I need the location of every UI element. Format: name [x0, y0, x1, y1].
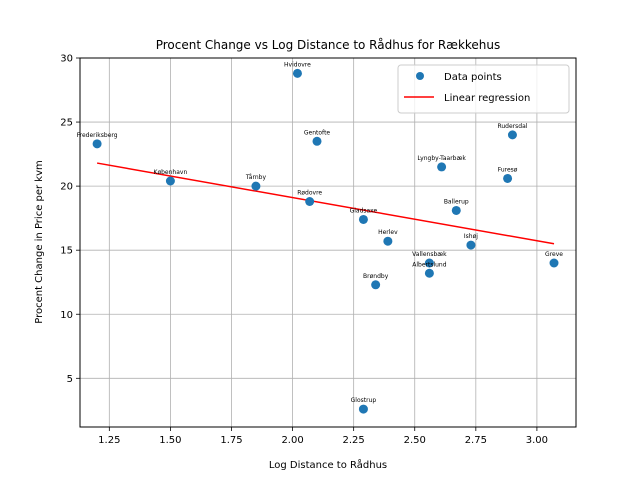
- point-label: Vallensbæk: [412, 251, 447, 258]
- legend-box: [397, 64, 570, 114]
- x-tick-label: 1.50: [159, 435, 181, 446]
- regression-group: [96, 162, 555, 245]
- x-axis-label: Log Distance to Rådhus: [269, 458, 387, 471]
- point-label: Hvidovre: [284, 61, 311, 68]
- y-tick-label: 10: [60, 310, 73, 321]
- point-label: Lyngby-Taarbæk: [417, 155, 466, 162]
- point-label: Glostrup: [351, 397, 377, 404]
- data-point: [383, 236, 393, 246]
- data-point: [165, 176, 175, 186]
- data-point: [503, 173, 513, 183]
- x-tick-label: 2.25: [343, 435, 365, 446]
- point-label: Tårnby: [245, 174, 267, 181]
- y-tick-label: 20: [60, 182, 73, 193]
- data-point: [358, 404, 368, 414]
- data-point: [424, 268, 434, 278]
- x-tick-label: 2.00: [281, 435, 303, 446]
- y-axis-label: Procent Change in Price per kvm: [34, 160, 45, 324]
- data-point: [451, 205, 461, 215]
- point-labels: Frederiksberg København Tårnby Hvidovre Gent…: [77, 61, 564, 404]
- regression-line: [96, 162, 555, 245]
- x-tick-label: 2.50: [404, 435, 426, 446]
- data-point: [437, 162, 447, 172]
- x-tick-label: 2.75: [465, 435, 487, 446]
- data-point: [92, 139, 102, 149]
- data-points: [92, 68, 559, 414]
- point-label: Gladsaxe: [350, 207, 378, 214]
- point-label: Albertslund: [412, 261, 446, 268]
- x-tick-label: 3.00: [526, 435, 548, 446]
- point-label: Frederiksberg: [77, 132, 118, 139]
- legend: Data points Linear regression: [397, 64, 570, 114]
- y-tick-label: 15: [60, 246, 73, 257]
- point-label: Rudersdal: [497, 123, 527, 130]
- data-point: [312, 136, 322, 146]
- y-tick-label: 30: [60, 54, 73, 65]
- y-axis-ticks: 5 10 15 20 25 30: [60, 54, 80, 385]
- data-point: [251, 181, 261, 191]
- legend-label-data-points: Data points: [444, 72, 502, 83]
- point-label: Rødovre: [297, 190, 322, 197]
- y-tick-label: 25: [60, 118, 73, 129]
- data-point: [371, 280, 381, 290]
- legend-marker-data-points: [416, 72, 424, 80]
- x-tick-label: 1.75: [220, 435, 242, 446]
- point-label: Ballerup: [444, 198, 469, 205]
- point-label: Gentofte: [304, 129, 331, 136]
- point-label: Brøndby: [363, 273, 389, 280]
- data-point: [358, 214, 368, 224]
- point-label: København: [154, 169, 188, 176]
- x-axis-ticks: 1.25 1.50 1.75 2.00 2.25 2.50 2.75 3.00: [98, 427, 548, 446]
- data-point: [466, 240, 476, 250]
- data-point: [292, 68, 302, 78]
- point-label: Greve: [545, 251, 563, 258]
- data-point: [424, 258, 434, 268]
- y-tick-label: 5: [67, 374, 73, 385]
- legend-label-linear-regression: Linear regression: [444, 93, 530, 104]
- x-tick-label: 1.25: [98, 435, 120, 446]
- data-point: [305, 197, 315, 206]
- chart-title: Procent Change vs Log Distance to Rådhus…: [156, 38, 501, 52]
- data-point: [549, 258, 559, 268]
- point-label: Ishøj: [464, 233, 478, 240]
- data-point: [507, 130, 517, 140]
- point-label: Herlev: [378, 229, 398, 236]
- plot-frame: [79, 57, 577, 428]
- point-label: Furesø: [498, 166, 518, 173]
